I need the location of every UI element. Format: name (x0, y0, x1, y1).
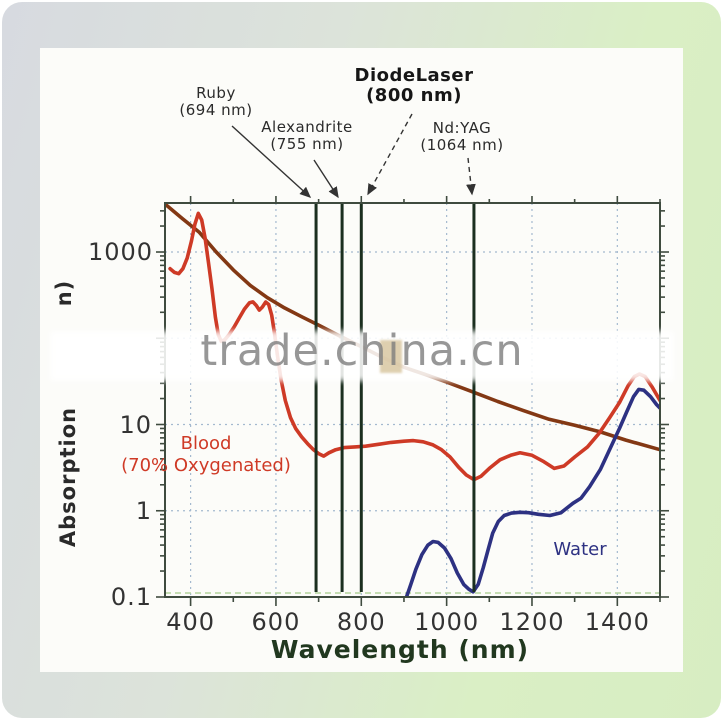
annotation-arrow-1 (313, 159, 339, 199)
y-tick-label-0.1: 0.1 (110, 583, 152, 611)
ruby-label: Ruby (694 nm) (156, 85, 276, 119)
watermark-band (50, 331, 674, 381)
y-axis-title: Absorption (56, 406, 80, 548)
x-tick-label-800: 800 (336, 608, 386, 636)
y-tick-label-10: 10 (119, 410, 152, 439)
alexandrite-label: Alexandrite (755 nm) (247, 119, 367, 153)
x-tick-label-1000: 1000 (414, 608, 480, 636)
y-tick-label-1000: 1000 (88, 238, 154, 266)
blood-curve (168, 211, 661, 482)
alexandrite-label-nm: (755 nm) (270, 134, 344, 153)
diode-laser-label-nm: (800 nm) (366, 85, 462, 107)
blood-series-label-line1: Blood (180, 433, 232, 454)
ruby-label-nm: (694 nm) (179, 100, 253, 119)
y-axis-unit-fragment: n) (52, 279, 76, 307)
ndyag-label: Nd:YAG (1064 nm) (402, 120, 522, 154)
y-tick-label-1: 1 (135, 496, 152, 525)
diode-laser-label-name: DiodeLaser (354, 65, 474, 86)
blood-series-label-line2: (70% Oxygenated) (121, 454, 291, 476)
diode-laser-label: DiodeLaser (800 nm) (354, 65, 474, 107)
x-tick-label-1400: 1400 (584, 608, 650, 636)
ndyag-label-nm: (1064 nm) (420, 135, 504, 154)
water-curve (404, 387, 661, 598)
ruby-label-name: Ruby (196, 84, 236, 102)
annotation-arrow-0 (231, 125, 312, 198)
ndyag-label-name: Nd:YAG (432, 119, 492, 137)
water-series-label: Water (553, 539, 607, 560)
x-axis-title: Wavelength (nm) (270, 635, 530, 664)
annotation-arrow-3 (466, 157, 476, 196)
x-tick-label-1200: 1200 (499, 608, 565, 636)
x-tick-label-400: 400 (166, 608, 215, 636)
watermark-artifact (380, 340, 402, 373)
blood-series-label: Blood (70% Oxygenated) (106, 433, 306, 476)
watermark-text: trade.china.cn (200, 326, 524, 376)
alexandrite-label-name: Alexandrite (261, 118, 353, 136)
annotation-arrow-2 (367, 113, 413, 196)
x-tick-label-600: 600 (251, 608, 301, 636)
